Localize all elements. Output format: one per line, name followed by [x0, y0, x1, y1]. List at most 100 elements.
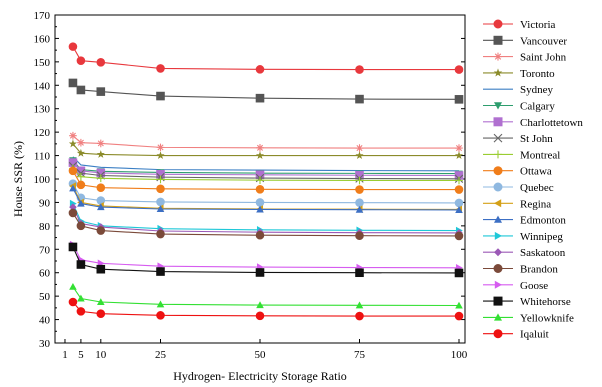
data-point [156, 205, 165, 213]
data-point [96, 309, 106, 319]
series-line [72, 156, 460, 172]
data-point [255, 93, 265, 103]
data-point [494, 280, 502, 289]
series-line [72, 301, 459, 317]
x-tick-label: 5 [78, 349, 84, 361]
data-point [77, 138, 85, 147]
legend-item: Charlottetown [483, 117, 583, 129]
x-tick-label: 10 [95, 349, 107, 361]
data-point [76, 221, 86, 231]
x-tick-label: 50 [255, 349, 267, 361]
series-sydney [72, 156, 460, 172]
data-point [96, 183, 106, 192]
y-tick-label: 140 [34, 80, 51, 92]
legend-item: Calgary [483, 101, 555, 113]
series-iqaluit [68, 297, 464, 321]
legend-label: Saskatoon [520, 247, 566, 259]
series-brandon [68, 208, 464, 241]
y-axis-ticks: 30 40 50 60 70 80 90 100 110 120 130 140 150 160 170 [34, 10, 465, 350]
data-point [493, 68, 503, 77]
series-regina [69, 182, 463, 214]
data-point [69, 282, 77, 290]
legend-item: Ottawa [483, 166, 552, 178]
data-point [355, 198, 364, 207]
data-point [255, 198, 265, 207]
series-line [72, 135, 459, 149]
data-point [494, 150, 502, 159]
legend-item: St John [483, 133, 553, 145]
data-point [494, 248, 502, 257]
data-point [256, 205, 264, 213]
legend-label: Victoria [520, 19, 555, 31]
data-point [455, 144, 463, 152]
series-victoria [68, 42, 464, 74]
series-layer [68, 42, 464, 321]
data-point [68, 78, 78, 88]
data-point [156, 267, 165, 276]
data-point [76, 148, 85, 157]
data-point [256, 144, 264, 152]
data-point [97, 298, 105, 306]
data-point [156, 184, 165, 194]
data-point [493, 264, 503, 273]
data-point [494, 231, 502, 240]
data-point [355, 205, 364, 213]
data-point [77, 172, 85, 181]
data-point [96, 87, 106, 96]
data-point [255, 185, 265, 194]
data-point [355, 185, 364, 194]
data-point [454, 151, 464, 160]
legend-label: Regina [520, 198, 551, 210]
data-point [76, 260, 86, 269]
legend-label: Sydney [520, 84, 554, 96]
series-montreal [69, 164, 463, 185]
data-point [355, 176, 364, 185]
data-point [454, 198, 464, 208]
data-point [355, 301, 364, 309]
legend-item: Regina [483, 198, 551, 210]
legend-item: Winnipeg [483, 231, 563, 243]
series-line [72, 82, 460, 100]
data-point [97, 139, 105, 148]
legend-label: Edmonton [520, 215, 566, 227]
data-point [156, 300, 165, 308]
series-yellowknife [69, 282, 463, 309]
series-goose [69, 240, 463, 272]
data-point [494, 215, 502, 223]
series-line [72, 244, 460, 269]
legend-label: Brandon [520, 264, 558, 276]
series-edmonton [69, 184, 463, 213]
y-tick-label: 160 [34, 33, 51, 45]
y-tick-label: 110 [34, 151, 51, 163]
legend-label: Quebec [520, 182, 554, 194]
data-point [454, 268, 464, 278]
series-ottawa [68, 166, 464, 194]
data-point [68, 139, 78, 148]
data-point [355, 144, 364, 152]
data-point [255, 311, 265, 321]
series-st-john [68, 161, 464, 183]
data-point [97, 174, 105, 183]
data-point [76, 307, 86, 316]
data-point [355, 231, 364, 240]
data-point [493, 296, 503, 306]
data-point [256, 176, 264, 184]
x-tick-label: 100 [451, 349, 468, 361]
data-point [68, 166, 78, 176]
legend-label: Charlottetown [520, 117, 583, 129]
legend-item: Brandon [483, 264, 558, 276]
data-point [96, 226, 106, 235]
x-tick-label: 75 [354, 349, 366, 361]
series-line [72, 46, 459, 71]
y-tick-label: 60 [39, 268, 51, 280]
data-point [255, 151, 265, 160]
y-tick-label: 50 [39, 291, 51, 303]
legend-label: St John [520, 133, 553, 145]
series-line [72, 159, 460, 175]
x-tick-label: 1 [62, 349, 68, 361]
data-point [76, 85, 86, 95]
data-point [454, 95, 464, 104]
data-point [156, 151, 165, 160]
y-tick-label: 100 [34, 174, 51, 186]
data-point [493, 35, 503, 45]
